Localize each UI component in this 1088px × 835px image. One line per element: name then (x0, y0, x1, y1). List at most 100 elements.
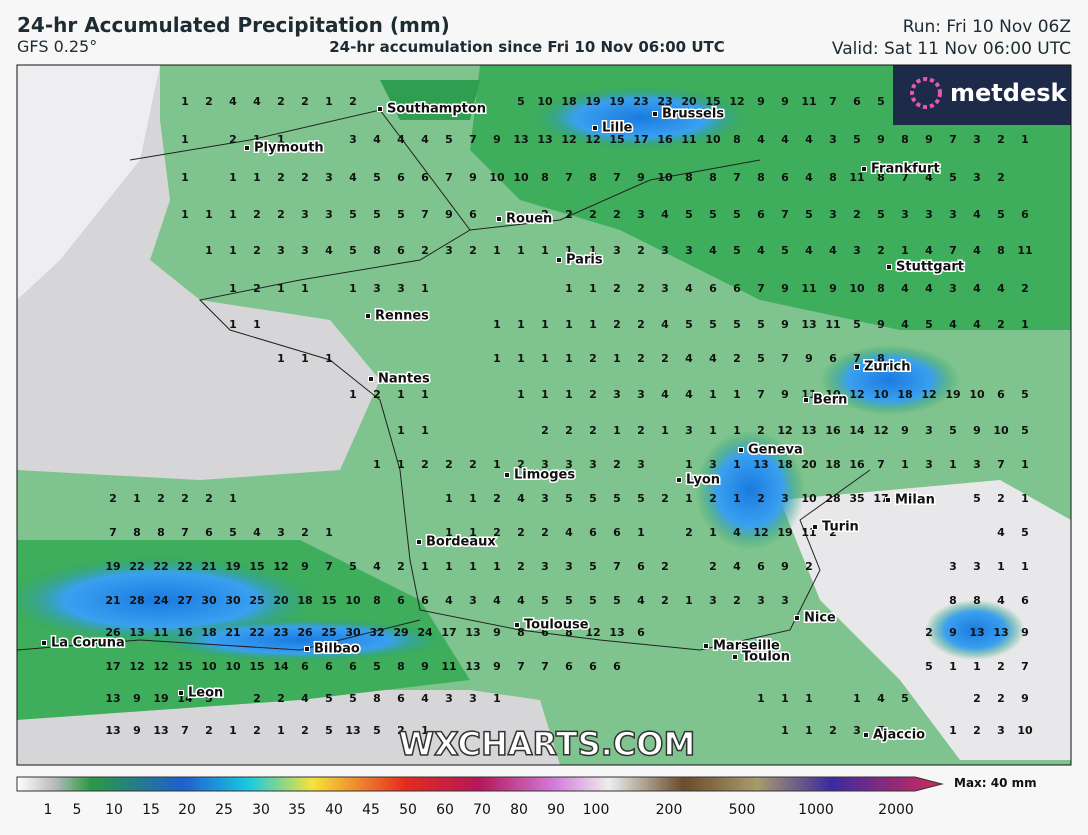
city-marker (854, 364, 860, 370)
grid-value: 5 (373, 208, 381, 221)
grid-value: 15 (249, 660, 264, 673)
grid-value: 3 (301, 208, 309, 221)
grid-value: 3 (469, 692, 477, 705)
colorbar-label: 15 (142, 802, 160, 818)
grid-value: 5 (613, 594, 621, 607)
grid-value: 1 (517, 352, 525, 365)
grid-value: 15 (705, 95, 720, 108)
grid-value: 6 (613, 526, 621, 539)
grid-value: 7 (1021, 660, 1029, 673)
grid-value: 6 (997, 388, 1005, 401)
city-label: Southampton (387, 102, 486, 117)
grid-value: 1 (181, 95, 189, 108)
grid-value: 10 (849, 282, 865, 295)
grid-value: 1 (565, 282, 573, 295)
grid-value: 16 (825, 424, 841, 437)
grid-value: 20 (681, 95, 697, 108)
grid-value: 1 (493, 318, 501, 331)
grid-value: 12 (129, 660, 144, 673)
grid-value: 1 (253, 171, 261, 184)
grid-value: 5 (685, 318, 693, 331)
grid-value: 2 (277, 208, 285, 221)
model: GFS 0.25° (17, 37, 97, 56)
grid-value: 10 (225, 660, 241, 673)
city-marker (592, 125, 598, 131)
grid-value: 1 (805, 724, 813, 737)
grid-value: 8 (733, 133, 741, 146)
grid-value: 1 (709, 424, 717, 437)
grid-value: 3 (637, 208, 645, 221)
grid-value: 3 (469, 594, 477, 607)
grid-value: 7 (109, 526, 117, 539)
grid-value: 1 (397, 424, 405, 437)
grid-value: 5 (445, 133, 453, 146)
colorbar-labels: 1 5 10 15 20 25 30 35 40 45 50 60 70 80 90 100 200 500 100… (44, 802, 914, 818)
grid-value: 4 (733, 560, 741, 573)
grid-value: 9 (757, 95, 765, 108)
grid-value: 4 (685, 388, 693, 401)
city-marker (244, 145, 250, 151)
city-marker (41, 640, 47, 646)
grid-value: 1 (181, 171, 189, 184)
grid-value: 7 (733, 171, 741, 184)
grid-value: 19 (105, 560, 120, 573)
grid-value: 4 (301, 692, 309, 705)
grid-value: 2 (205, 95, 213, 108)
grid-value: 3 (709, 458, 717, 471)
grid-value: 1 (685, 492, 693, 505)
city-label: La Coruna (51, 636, 125, 651)
grid-value: 3 (397, 282, 405, 295)
city-label: Nantes (378, 372, 430, 387)
grid-value: 6 (301, 660, 309, 673)
grid-value: 3 (925, 208, 933, 221)
grid-value: 4 (901, 282, 909, 295)
grid-value: 9 (781, 282, 789, 295)
grid-value: 21 (105, 594, 120, 607)
grid-value: 6 (397, 171, 405, 184)
grid-value: 2 (613, 318, 621, 331)
grid-value: 1 (421, 282, 429, 295)
grid-value: 19 (153, 692, 168, 705)
grid-value: 4 (757, 244, 765, 257)
grid-value: 2 (661, 352, 669, 365)
grid-value: 6 (421, 594, 429, 607)
grid-value: 9 (877, 133, 885, 146)
grid-value: 7 (565, 171, 573, 184)
city-label: Milan (895, 493, 935, 508)
grid-value: 2 (253, 282, 261, 295)
grid-value: 2 (373, 388, 381, 401)
grid-value: 12 (777, 424, 792, 437)
grid-value: 2 (253, 692, 261, 705)
grid-value: 5 (373, 724, 381, 737)
city-label: Rennes (375, 309, 429, 324)
grid-value: 4 (829, 244, 837, 257)
grid-value: 2 (277, 692, 285, 705)
grid-value: 3 (757, 594, 765, 607)
grid-value: 6 (829, 352, 837, 365)
grid-value: 16 (657, 133, 673, 146)
grid-value: 4 (997, 594, 1005, 607)
grid-value: 1 (205, 208, 213, 221)
grid-value: 2 (709, 492, 717, 505)
grid-value: 3 (973, 458, 981, 471)
grid-value: 9 (781, 95, 789, 108)
grid-value: 6 (781, 171, 789, 184)
grid-value: 23 (633, 95, 648, 108)
grid-value: 7 (949, 133, 957, 146)
grid-value: 23 (657, 95, 672, 108)
grid-value: 4 (709, 352, 717, 365)
grid-value: 5 (589, 594, 597, 607)
grid-value: 2 (229, 133, 237, 146)
grid-value: 2 (589, 424, 597, 437)
grid-value: 2 (517, 526, 525, 539)
grid-value: 9 (781, 318, 789, 331)
grid-value: 3 (949, 560, 957, 573)
city-marker (377, 106, 383, 112)
grid-value: 2 (997, 692, 1005, 705)
grid-value: 5 (901, 692, 909, 705)
grid-value: 22 (153, 560, 168, 573)
grid-value: 2 (973, 724, 981, 737)
grid-value: 1 (301, 352, 309, 365)
grid-value: 3 (685, 244, 693, 257)
